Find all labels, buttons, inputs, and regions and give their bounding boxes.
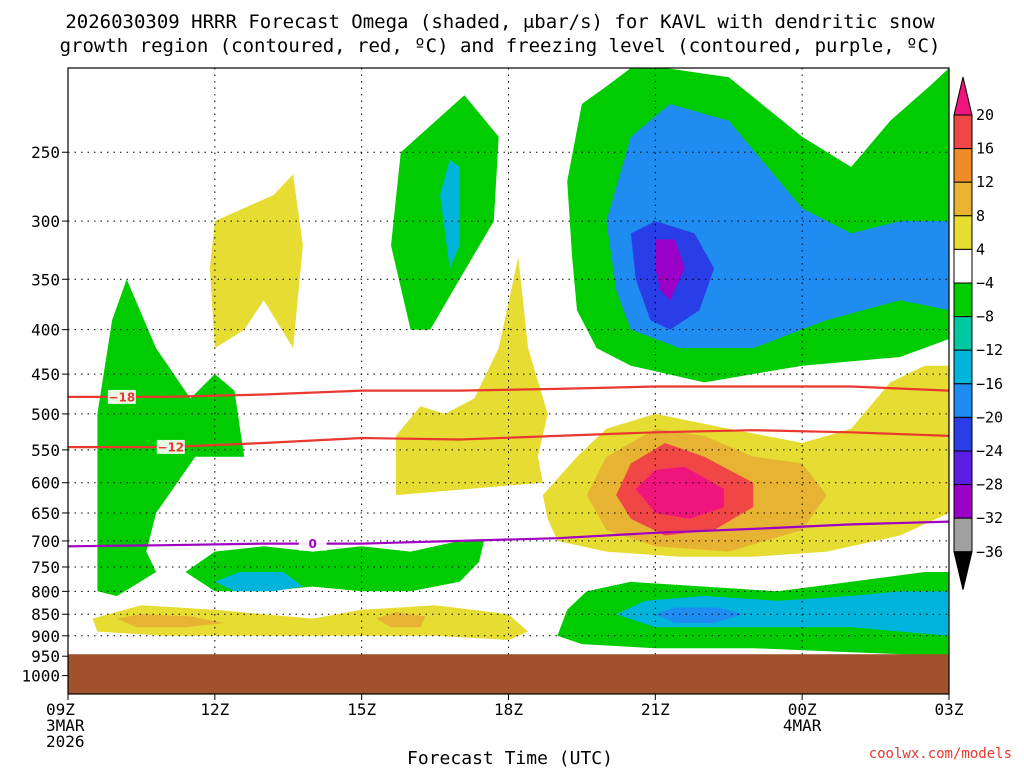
freezing-level-contour-label: 0	[309, 537, 317, 551]
y-tick-label-400: 400	[31, 321, 60, 340]
omega-cell-yellow-upper-left	[209, 174, 303, 349]
y-tick-label-750: 750	[31, 558, 60, 577]
colorbar-label-0: 20	[976, 106, 994, 124]
colorbar-segment-12	[953, 148, 973, 183]
colorbar-segment-6	[953, 349, 973, 385]
x-tick-label-0-0: 09Z	[46, 700, 75, 719]
colorbar-label-13: −36	[976, 543, 1003, 561]
y-tick-label-900: 900	[31, 627, 60, 646]
colorbar-segment-10	[953, 215, 973, 250]
colorbar-label-4: 4	[976, 240, 985, 258]
x-tick-label-9-0: 18Z	[494, 700, 523, 719]
dgz-contour-m12-label-bg	[156, 439, 185, 454]
dgz-contour-m18-line	[68, 385, 950, 398]
omega-cell-magenta-core	[635, 466, 724, 519]
plot-area: −18 −12 0	[67, 67, 950, 695]
ground-below-surface	[68, 654, 949, 694]
colorbar-label-7: −12	[976, 341, 1003, 359]
colorbar-label-3: 8	[976, 207, 985, 225]
colorbar-label-5: −4	[976, 274, 994, 292]
y-tick-label-950: 950	[31, 647, 60, 666]
omega-cell-blue-low-right	[655, 607, 744, 623]
colorbar-bottom-arrow	[953, 551, 973, 590]
x-axis-label: Forecast Time (UTC)	[407, 748, 613, 768]
omega-cell-orange-low-2	[376, 612, 426, 628]
omega-cell-yellow-18z-column	[395, 257, 548, 496]
chart-title-line2: growth region (contoured, red, ºC) and f…	[60, 35, 941, 57]
colorbar-label-11: −28	[976, 476, 1003, 494]
y-tick-label-500: 500	[31, 405, 60, 424]
y-tick-label-1000: 1000	[21, 667, 60, 686]
chart-title-line1: 2026030309 HRRR Forecast Omega (shaded, …	[65, 11, 935, 33]
colorbar-label-1: 16	[976, 140, 994, 158]
y-tick-label-450: 450	[31, 365, 60, 384]
dgz-contour-m12-line	[68, 429, 950, 449]
colorbar-segment-4	[953, 416, 973, 452]
colorbar: 20 16 12 8 4 −4 −8 −12 −16 −20 −24 −28 −32 −36	[953, 76, 1003, 590]
colorbar-segment-1	[953, 517, 973, 553]
y-tick-label-650: 650	[31, 504, 60, 523]
colorbar-segment-5	[953, 383, 973, 418]
x-tick-label-0-2: 2026	[46, 732, 85, 751]
colorbar-segment-9	[953, 248, 973, 284]
omega-shaded-cells	[92, 68, 949, 657]
y-tick-label-300: 300	[31, 212, 60, 231]
temperature-contours: −18 −12 0	[67, 385, 950, 551]
omega-cell-orange-low-1	[116, 614, 225, 628]
x-tick-label-15-0: 00Z	[788, 700, 817, 719]
colorbar-label-2: 12	[976, 173, 994, 191]
y-tick-label-550: 550	[31, 441, 60, 460]
colorbar-label-8: −16	[976, 375, 1003, 393]
credit-text: coolwx.com/models	[869, 746, 1012, 762]
y-tick-label-850: 850	[31, 605, 60, 624]
dgz-contour-m18-label-bg	[107, 389, 136, 404]
omega-cell-purple-core	[655, 239, 685, 301]
x-tick-label-0-1: 3MAR	[46, 716, 85, 735]
y-tick-label-800: 800	[31, 582, 60, 601]
y-tick-label-600: 600	[31, 474, 60, 493]
colorbar-label-6: −8	[976, 308, 994, 326]
omega-cell-teal-low-left	[214, 572, 303, 592]
freezing-level-contour-label-bg	[298, 536, 327, 551]
dgz-contour-m18-label: −18	[108, 390, 135, 404]
x-tick-label-3-0: 12Z	[200, 700, 229, 719]
colorbar-segment-13	[953, 114, 973, 150]
omega-cell-green-upper-left	[97, 279, 245, 596]
dgz-contour-m12-label: −12	[157, 440, 184, 454]
x-tick-label-12-0: 21Z	[641, 700, 670, 719]
colorbar-segment-8	[953, 282, 973, 318]
y-tick-label-700: 700	[31, 532, 60, 551]
colorbar-segment-3	[953, 450, 973, 486]
colorbar-label-9: −20	[976, 408, 1003, 426]
colorbar-label-10: −24	[976, 442, 1003, 460]
pressure-axis: 250 300 350 400 450 500 550 600 650 700 750 800 850 9…	[21, 143, 68, 686]
colorbar-label-12: −32	[976, 509, 1003, 527]
freezing-level-contour-line	[67, 520, 950, 548]
colorbar-segment-2	[953, 484, 973, 519]
omega-cell-teal-upper-mid	[440, 159, 460, 269]
colorbar-segment-11	[953, 181, 973, 217]
x-tick-label-6-0: 15Z	[347, 700, 376, 719]
x-tick-label-18-0: 03Z	[935, 700, 964, 719]
omega-cell-teal-low-right	[616, 591, 949, 636]
y-tick-label-250: 250	[31, 143, 60, 162]
y-tick-label-350: 350	[31, 270, 60, 289]
x-tick-label-15-1: 4MAR	[783, 716, 822, 735]
colorbar-segment-7	[953, 316, 973, 351]
colorbar-top-arrow	[953, 76, 973, 116]
